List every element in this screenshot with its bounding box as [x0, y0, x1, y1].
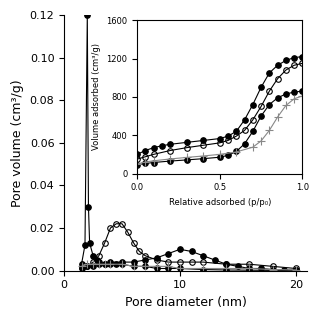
Y-axis label: Pore volume (cm³/g): Pore volume (cm³/g): [11, 79, 24, 207]
X-axis label: Pore diameter (nm): Pore diameter (nm): [125, 296, 247, 309]
